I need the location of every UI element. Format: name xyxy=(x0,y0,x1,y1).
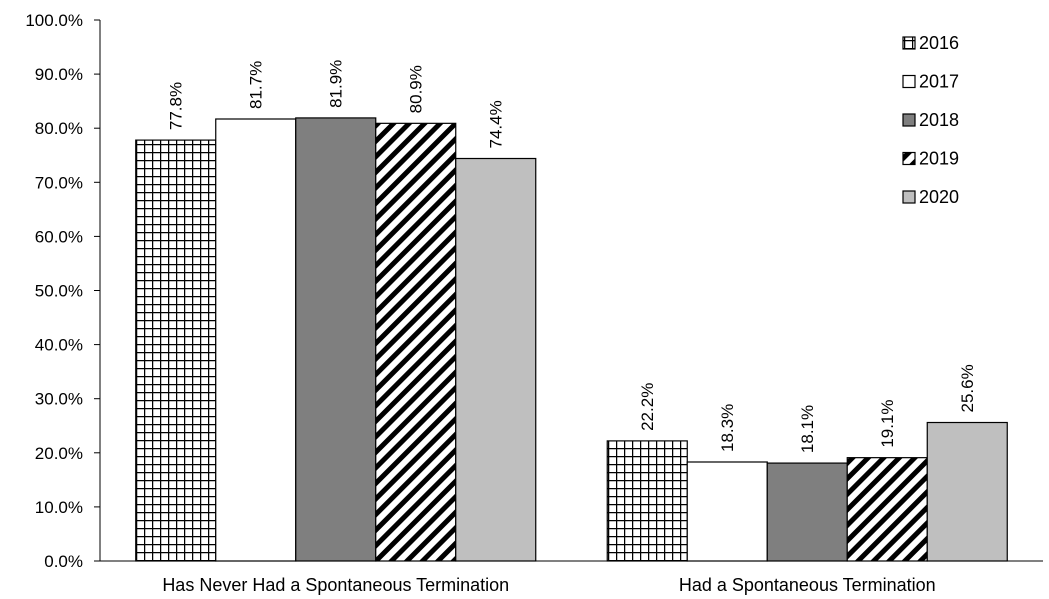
legend-label: 2020 xyxy=(919,187,959,207)
legend-label: 2019 xyxy=(919,149,959,169)
x-category-label: Has Never Had a Spontaneous Termination xyxy=(162,575,509,595)
legend-swatch-2018 xyxy=(902,113,916,127)
data-label: 81.9% xyxy=(327,60,346,108)
data-label: 25.6% xyxy=(958,364,977,412)
data-label: 22.2% xyxy=(638,383,657,431)
data-labels: 77.8% 81.7% 81.9% 80.9% 74.4% 22.2% 18.3% 18.1%… xyxy=(167,60,978,453)
bar-2016-had xyxy=(606,440,688,562)
y-tick-label: 20.0% xyxy=(35,444,83,463)
bar-2018-never xyxy=(295,117,377,562)
legend-swatch-2016 xyxy=(902,36,916,50)
y-tick-label: 50.0% xyxy=(35,282,83,301)
data-label: 81.7% xyxy=(247,61,266,109)
legend-label: 2016 xyxy=(919,33,959,53)
y-tick-label: 90.0% xyxy=(35,65,83,84)
y-tick-label: 70.0% xyxy=(35,173,83,192)
bars xyxy=(135,117,1008,562)
legend-swatch-2017 xyxy=(902,74,916,89)
y-axis: 0.0% 10.0% 20.0% 30.0% 40.0% 50.0% 60.0% 70.0% 8… xyxy=(25,11,101,571)
bar-2017-never xyxy=(215,118,297,562)
data-label: 18.3% xyxy=(718,404,737,452)
data-label: 18.1% xyxy=(798,405,817,453)
bar-2016-never xyxy=(135,139,217,562)
y-tick-label: 60.0% xyxy=(35,227,83,246)
legend-swatch-2019 xyxy=(902,151,916,166)
y-tick-label: 10.0% xyxy=(35,498,83,517)
legend-label: 2017 xyxy=(919,72,959,92)
y-tick-label: 30.0% xyxy=(35,390,83,409)
x-axis: Has Never Had a Spontaneous Termination H… xyxy=(100,560,1043,595)
bar-2017-had xyxy=(686,461,768,562)
y-tick-label: 0.0% xyxy=(44,552,83,571)
bar-2020-had xyxy=(926,421,1008,562)
bar-2019-had xyxy=(846,457,928,562)
bar-2020-never xyxy=(455,157,537,562)
legend: 2016 2017 2018 2019 2020 xyxy=(902,33,959,207)
y-tick-label: 100.0% xyxy=(25,11,83,30)
x-category-label: Had a Spontaneous Termination xyxy=(679,575,936,595)
bar-2019-never xyxy=(375,122,457,562)
data-label: 74.4% xyxy=(487,100,506,148)
legend-swatch-2020 xyxy=(902,190,916,204)
data-label: 80.9% xyxy=(407,65,426,113)
bar-2018-had xyxy=(766,462,848,562)
y-tick-label: 40.0% xyxy=(35,336,83,355)
data-label: 19.1% xyxy=(878,399,897,447)
y-tick-label: 80.0% xyxy=(35,119,83,138)
legend-label: 2018 xyxy=(919,110,959,130)
data-label: 77.8% xyxy=(167,82,186,130)
